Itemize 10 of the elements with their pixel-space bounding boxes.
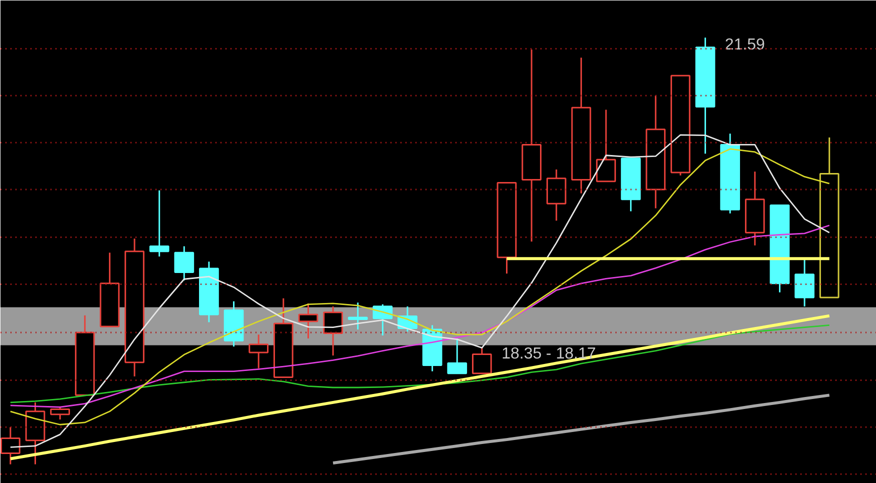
candlestick — [646, 94, 666, 210]
candlestick — [124, 238, 144, 378]
candlestick — [571, 56, 592, 194]
candlestick — [794, 258, 814, 308]
candlestick — [695, 36, 716, 154]
annotation: 18.35 - 18.17 — [502, 346, 596, 363]
candlestick — [348, 302, 368, 330]
candlestick — [744, 170, 765, 246]
candlestick — [248, 334, 269, 370]
candlestick — [522, 48, 542, 242]
